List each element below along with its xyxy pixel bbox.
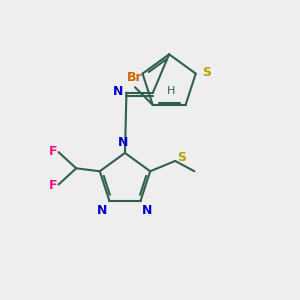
Text: F: F: [49, 145, 57, 158]
Text: S: S: [202, 66, 211, 79]
Text: Br: Br: [127, 71, 142, 84]
Text: N: N: [142, 204, 153, 218]
Text: H: H: [167, 86, 175, 96]
Text: F: F: [49, 178, 57, 192]
Text: N: N: [97, 204, 108, 218]
Text: N: N: [118, 136, 129, 149]
Text: S: S: [177, 151, 186, 164]
Text: N: N: [112, 85, 123, 98]
